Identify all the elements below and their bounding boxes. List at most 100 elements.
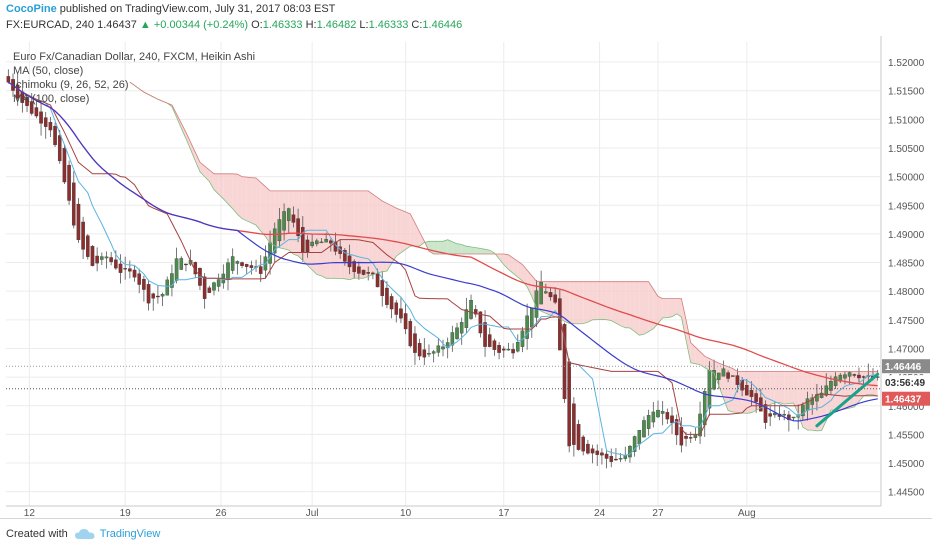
candle-body	[595, 450, 600, 455]
y-tick-label: 1.51500	[888, 87, 925, 98]
chart-axes: 1.52000 1.51500 1.51000 1.50500 1.50000 1.495…	[6, 36, 930, 518]
cloud-segment	[199, 162, 205, 177]
candle-body	[90, 246, 95, 266]
cloud-segment	[695, 347, 701, 365]
cloud-segment	[681, 298, 687, 340]
candle-body	[329, 240, 333, 244]
cloud-segment	[209, 169, 214, 190]
legend-ma100[interactable]: MA (100, close)	[13, 93, 90, 105]
quote-line: FX:EURCAD, 240 1.46437 ▲ +0.00344 (+0.24…	[6, 19, 462, 31]
candle-body	[487, 334, 492, 347]
cloud-segment	[358, 190, 364, 279]
candle-body	[730, 375, 735, 377]
cloud-segment	[578, 281, 584, 324]
candle-body	[128, 268, 132, 272]
candle-body	[773, 412, 777, 416]
cloud-segment	[400, 210, 406, 253]
cloud-segment	[265, 186, 271, 244]
candle-body	[43, 117, 48, 127]
open-label: O:	[251, 19, 263, 31]
candle-body	[286, 208, 291, 221]
candle-body	[791, 416, 796, 419]
candle-body	[548, 292, 553, 298]
candle-body	[483, 322, 487, 347]
cloud-segment	[601, 281, 607, 320]
candle-body	[609, 456, 614, 463]
cloud-segment	[854, 371, 859, 407]
last-price-tag-bg	[882, 391, 930, 406]
legend-ma50[interactable]: MA (50, close)	[13, 65, 84, 77]
candle-body	[394, 302, 399, 315]
tenkan-line	[8, 81, 878, 456]
cloud-segment	[643, 281, 649, 335]
candle-body	[403, 313, 408, 330]
candle-body	[226, 262, 230, 279]
cloud-segment	[316, 190, 322, 276]
candle-body	[544, 291, 548, 294]
cloud-segment	[583, 281, 588, 324]
cloud-segment	[185, 132, 191, 150]
cloud-segment	[812, 371, 817, 431]
cloud-segment	[223, 173, 229, 204]
candle-body	[81, 221, 85, 250]
cloud-logo-icon	[74, 529, 95, 539]
author-name[interactable]: CocoPine	[6, 3, 57, 15]
legend-ichimoku[interactable]: Ichimoku (9, 26, 52, 26)	[13, 79, 129, 91]
candle-body	[656, 409, 660, 418]
candle-body	[674, 419, 679, 436]
candle-body	[67, 164, 71, 201]
candle-body	[202, 276, 207, 299]
candle-body	[628, 446, 632, 458]
candle-body	[698, 413, 702, 437]
candle-body	[142, 278, 146, 290]
cloud-segment	[793, 371, 799, 414]
candle-body	[618, 458, 623, 460]
cloud-segment	[634, 281, 640, 336]
cloud-segment	[573, 281, 579, 324]
candle-body	[670, 415, 674, 424]
chart-legend: Euro Fx/Canadian Dollar, 240, FXCM, Heik…	[13, 50, 255, 106]
close-label: C:	[411, 19, 423, 31]
candle-body	[492, 340, 497, 350]
candle-body	[272, 228, 277, 254]
x-tick-label: Jul	[306, 508, 319, 518]
cloud-segment	[597, 281, 602, 320]
x-tick-label: 26	[215, 508, 227, 518]
cloud-segment	[639, 281, 644, 336]
candle-body	[716, 372, 721, 380]
candle-body	[244, 263, 249, 267]
candle-body	[857, 374, 861, 379]
cloud-segment	[228, 173, 233, 209]
candle-body	[413, 333, 417, 353]
candle-body	[530, 307, 534, 328]
legend-title[interactable]: Euro Fx/Canadian Dollar, 240, FXCM, Heik…	[13, 51, 256, 63]
candle-body	[843, 374, 847, 379]
cloud-segment	[377, 197, 383, 274]
y-tick-label: 1.48000	[888, 287, 925, 298]
candle-body	[833, 376, 838, 386]
candle-body	[86, 235, 90, 257]
candle-body	[389, 296, 394, 310]
candle-body	[296, 218, 300, 236]
candle-body	[665, 412, 670, 420]
candle-body	[71, 182, 76, 226]
cloud-segment	[419, 231, 425, 247]
cloud-segment	[471, 246, 476, 254]
candle-body	[156, 295, 160, 298]
cloud-segment	[246, 177, 252, 223]
cloud-segment	[312, 190, 317, 275]
candle-body	[586, 443, 590, 454]
tradingview-logo[interactable]: TradingView	[74, 528, 160, 540]
last-price-tag: 1.46437	[885, 395, 922, 406]
candle-body	[352, 261, 356, 273]
candle-body	[301, 227, 305, 253]
cloud-segment	[564, 281, 570, 324]
candle-body	[184, 263, 188, 266]
cloud-segment	[545, 281, 551, 316]
last-price: 1.46437	[97, 19, 137, 31]
candle-body	[749, 390, 754, 397]
candle-body	[782, 414, 786, 416]
cloud-segment	[368, 190, 373, 277]
price-chart[interactable]: 1.52000 1.51500 1.51000 1.50500 1.50000 1.495…	[0, 0, 932, 518]
cloud-segment	[550, 281, 556, 317]
